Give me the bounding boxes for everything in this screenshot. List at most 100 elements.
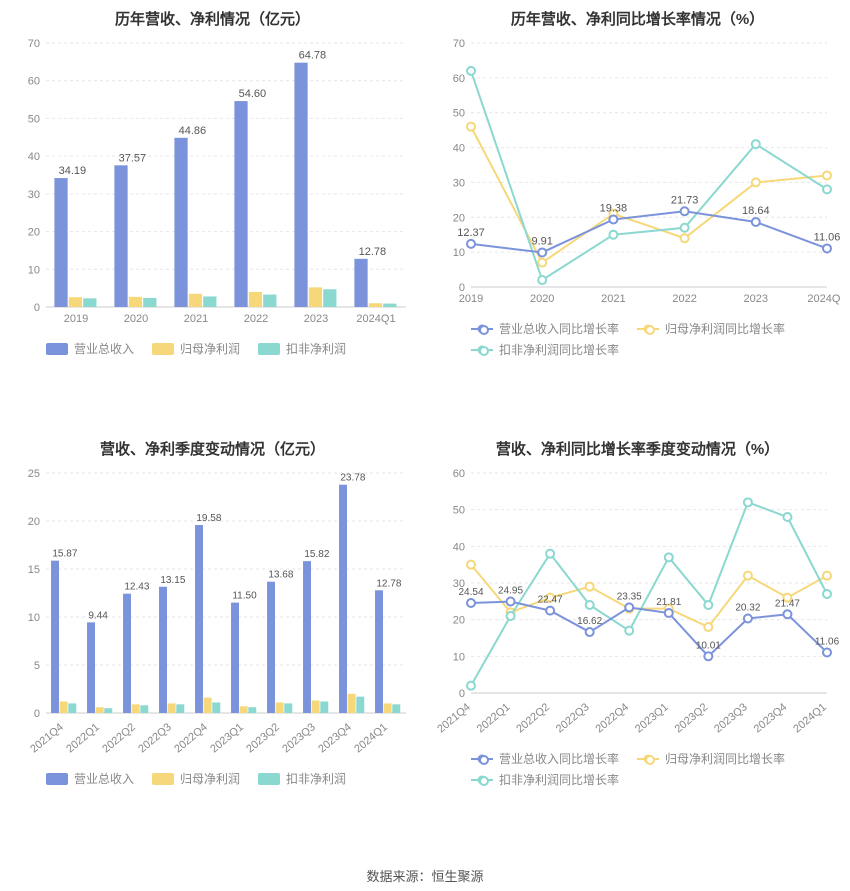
- legend-swatch: [46, 343, 68, 355]
- svg-text:10: 10: [28, 264, 40, 276]
- svg-text:11.06: 11.06: [814, 231, 841, 243]
- svg-text:2022Q1: 2022Q1: [64, 721, 102, 755]
- svg-text:2020: 2020: [530, 293, 554, 305]
- svg-text:5: 5: [34, 660, 40, 672]
- legend-swatch: [471, 774, 493, 786]
- svg-text:20: 20: [453, 615, 465, 627]
- legend-label: 归母净利润同比增长率: [665, 750, 785, 767]
- svg-text:19.38: 19.38: [600, 202, 628, 214]
- panel-chart1: 历年营收、净利情况（亿元） 010203040506070201934.1920…: [0, 0, 425, 430]
- svg-text:19.58: 19.58: [196, 513, 221, 524]
- svg-text:0: 0: [34, 708, 40, 720]
- legend-label: 营业总收入同比增长率: [499, 750, 619, 767]
- svg-text:2022: 2022: [244, 313, 268, 325]
- chart2-legend: 营业总收入同比增长率 归母净利润同比增长率扣非净利润同比增长率: [431, 320, 844, 358]
- svg-text:15.82: 15.82: [304, 549, 329, 560]
- svg-text:20: 20: [28, 227, 40, 239]
- svg-text:20: 20: [453, 212, 465, 224]
- svg-text:23.78: 23.78: [340, 473, 365, 484]
- legend-swatch: [471, 344, 493, 356]
- svg-text:2023: 2023: [304, 313, 328, 325]
- svg-text:12.37: 12.37: [457, 227, 485, 239]
- svg-text:21.81: 21.81: [656, 597, 681, 608]
- svg-text:10: 10: [453, 651, 465, 663]
- legend-item[interactable]: 营业总收入: [46, 770, 134, 787]
- svg-text:2023Q2: 2023Q2: [244, 721, 282, 755]
- svg-text:70: 70: [453, 38, 465, 50]
- legend-item[interactable]: 归母净利润同比增长率: [637, 750, 785, 767]
- svg-text:2021: 2021: [601, 293, 625, 305]
- svg-text:21.47: 21.47: [775, 598, 800, 609]
- legend-item[interactable]: 归母净利润: [152, 340, 240, 357]
- svg-text:13.15: 13.15: [160, 575, 185, 586]
- svg-text:15: 15: [28, 564, 40, 576]
- chart-grid: 历年营收、净利情况（亿元） 010203040506070201934.1920…: [0, 0, 850, 860]
- panel-chart3: 营收、净利季度变动情况（亿元） 05101520252021Q415.87202…: [0, 430, 425, 860]
- svg-text:40: 40: [453, 541, 465, 553]
- svg-text:70: 70: [28, 38, 40, 50]
- svg-text:10.01: 10.01: [696, 640, 721, 651]
- chart3-plot: 05101520252021Q415.872022Q19.442022Q212.…: [6, 463, 419, 766]
- svg-text:2024Q1: 2024Q1: [356, 313, 395, 325]
- svg-text:60: 60: [28, 76, 40, 88]
- svg-text:2022Q4: 2022Q4: [172, 721, 210, 755]
- svg-text:2022Q1: 2022Q1: [475, 701, 513, 735]
- svg-text:2022: 2022: [672, 293, 696, 305]
- svg-text:10: 10: [453, 247, 465, 259]
- svg-text:2022Q2: 2022Q2: [100, 721, 138, 755]
- svg-text:2023Q1: 2023Q1: [208, 721, 246, 755]
- legend-item[interactable]: 归母净利润同比增长率: [637, 320, 785, 337]
- svg-text:11.50: 11.50: [232, 591, 257, 602]
- legend-item[interactable]: 扣非净利润同比增长率: [471, 771, 619, 788]
- chart1-legend: 营业总收入 归母净利润 扣非净利润: [6, 340, 419, 357]
- legend-item[interactable]: 扣非净利润: [258, 770, 346, 787]
- legend-label: 归母净利润同比增长率: [665, 320, 785, 337]
- svg-text:2020: 2020: [124, 313, 148, 325]
- legend-item[interactable]: 营业总收入: [46, 340, 134, 357]
- svg-text:2022Q4: 2022Q4: [593, 701, 631, 735]
- svg-text:10: 10: [28, 612, 40, 624]
- panel-chart2: 历年营收、净利同比增长率情况（%） 0102030405060702019202…: [425, 0, 850, 430]
- svg-text:12.43: 12.43: [124, 582, 149, 593]
- svg-text:2024Q1: 2024Q1: [807, 293, 841, 305]
- legend-swatch: [471, 323, 493, 335]
- legend-item[interactable]: 营业总收入同比增长率: [471, 750, 619, 767]
- svg-text:25: 25: [28, 468, 40, 480]
- chart4-legend: 营业总收入同比增长率 归母净利润同比增长率扣非净利润同比增长率: [431, 750, 844, 788]
- svg-text:2022Q3: 2022Q3: [136, 721, 174, 755]
- svg-text:2024Q1: 2024Q1: [791, 701, 829, 735]
- svg-text:2022Q2: 2022Q2: [514, 701, 552, 735]
- svg-text:2022Q3: 2022Q3: [554, 701, 592, 735]
- svg-text:22.47: 22.47: [538, 595, 563, 606]
- legend-item[interactable]: 归母净利润: [152, 770, 240, 787]
- chart1-plot: 010203040506070201934.19202037.57202144.…: [6, 33, 419, 336]
- svg-text:11.06: 11.06: [815, 636, 840, 647]
- svg-text:20.32: 20.32: [735, 602, 760, 613]
- legend-label: 营业总收入: [74, 340, 134, 357]
- chart4-title: 营收、净利同比增长率季度变动情况（%）: [431, 438, 844, 459]
- svg-text:50: 50: [453, 505, 465, 517]
- svg-text:24.54: 24.54: [458, 587, 483, 598]
- svg-text:15.87: 15.87: [52, 549, 77, 560]
- chart2-title: 历年营收、净利同比增长率情况（%）: [431, 8, 844, 29]
- svg-text:20: 20: [28, 516, 40, 528]
- legend-label: 扣非净利润: [286, 770, 346, 787]
- legend-label: 归母净利润: [180, 770, 240, 787]
- svg-text:60: 60: [453, 73, 465, 85]
- svg-text:2023Q4: 2023Q4: [316, 721, 354, 755]
- svg-text:0: 0: [459, 688, 465, 700]
- svg-text:2021Q4: 2021Q4: [435, 701, 473, 735]
- svg-text:9.44: 9.44: [88, 610, 108, 621]
- legend-swatch: [637, 753, 659, 765]
- svg-text:64.78: 64.78: [299, 50, 327, 62]
- legend-swatch: [637, 323, 659, 335]
- data-source-footer: 数据来源：恒生聚源: [0, 860, 850, 885]
- legend-label: 归母净利润: [180, 340, 240, 357]
- legend-item[interactable]: 营业总收入同比增长率: [471, 320, 619, 337]
- legend-item[interactable]: 扣非净利润: [258, 340, 346, 357]
- legend-swatch: [46, 773, 68, 785]
- svg-text:2023Q2: 2023Q2: [673, 701, 711, 735]
- legend-swatch: [152, 343, 174, 355]
- legend-label: 营业总收入同比增长率: [499, 320, 619, 337]
- legend-item[interactable]: 扣非净利润同比增长率: [471, 341, 619, 358]
